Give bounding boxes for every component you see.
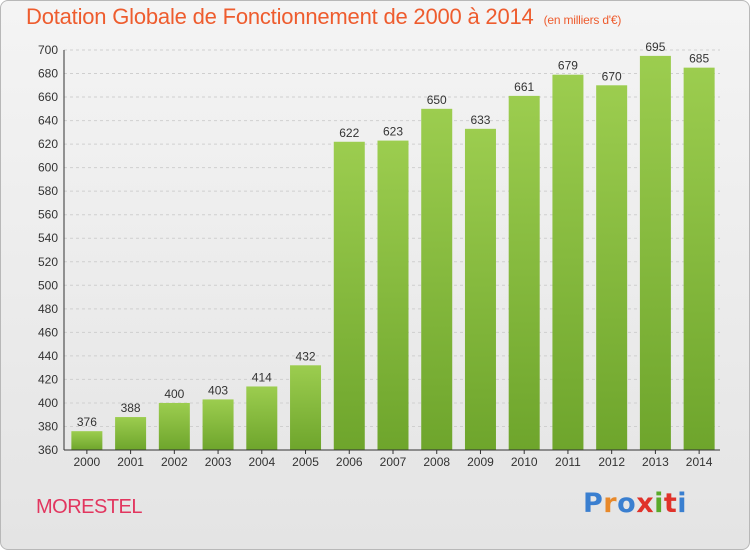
logo-letter: x — [636, 488, 655, 519]
x-tick-label: 2000 — [74, 455, 101, 469]
bar — [202, 399, 234, 450]
y-tick-label: 460 — [38, 325, 58, 339]
x-tick-label: 2011 — [555, 455, 581, 469]
y-tick-label: 360 — [38, 443, 58, 457]
bar-value-label: 679 — [558, 59, 578, 73]
x-tick-label: 2008 — [423, 455, 450, 469]
y-tick-label: 420 — [38, 372, 58, 386]
x-tick-label: 2014 — [686, 455, 713, 469]
x-tick-label: 2003 — [205, 455, 232, 469]
bar-value-label: 695 — [645, 40, 665, 54]
bar-value-label: 633 — [470, 113, 490, 127]
x-tick-label: 2004 — [248, 455, 275, 469]
bar — [377, 140, 409, 450]
bar — [596, 85, 628, 450]
bar — [115, 417, 147, 450]
y-tick-label: 640 — [38, 114, 58, 128]
bar-value-label: 414 — [252, 370, 272, 384]
y-tick-label: 440 — [38, 349, 58, 363]
logo-letter: P — [583, 488, 604, 519]
x-tick-label: 2001 — [117, 455, 144, 469]
y-tick-label: 520 — [38, 255, 58, 269]
bar — [158, 402, 190, 450]
bar-value-label: 376 — [77, 415, 97, 429]
x-tick-label: 2007 — [380, 455, 407, 469]
bar — [508, 95, 540, 450]
y-tick-label: 400 — [38, 396, 58, 410]
bar-value-label: 670 — [602, 69, 622, 83]
x-tick-label: 2012 — [598, 455, 625, 469]
bar-value-label: 388 — [121, 401, 141, 415]
bar — [71, 431, 103, 450]
x-tick-label: 2006 — [336, 455, 363, 469]
y-tick-label: 660 — [38, 90, 58, 104]
y-tick-label: 560 — [38, 208, 58, 222]
x-tick-label: 2010 — [511, 455, 538, 469]
y-tick-label: 680 — [38, 67, 58, 81]
logo-letter: i — [677, 488, 688, 519]
logo-letter: o — [617, 488, 637, 519]
x-tick-label: 2013 — [642, 455, 669, 469]
logo-letter: t — [663, 488, 678, 519]
bar — [290, 365, 322, 450]
bar — [421, 108, 453, 450]
logo-letter: i — [654, 488, 664, 519]
chart-title: Dotation Globale de Fonctionnement de 20… — [26, 4, 534, 29]
x-tick-label: 2009 — [467, 455, 494, 469]
bar — [683, 67, 715, 450]
logo-letter: r — [603, 488, 618, 519]
chart-subtitle: (en milliers d'€) — [543, 13, 622, 27]
y-tick-label: 700 — [38, 43, 58, 57]
bar-value-label: 403 — [208, 383, 228, 397]
y-tick-label: 620 — [38, 137, 58, 151]
y-tick-label: 600 — [38, 161, 58, 175]
chart-title-block: Dotation Globale de Fonctionnement de 20… — [26, 4, 621, 30]
bar — [246, 386, 278, 450]
bar-value-label: 685 — [689, 52, 709, 66]
bar — [333, 141, 365, 450]
y-tick-label: 380 — [38, 419, 58, 433]
bar-value-label: 623 — [383, 125, 403, 139]
y-tick-label: 480 — [38, 302, 58, 316]
bar-value-label: 622 — [339, 126, 359, 140]
y-tick-label: 500 — [38, 278, 58, 292]
y-tick-label: 540 — [38, 231, 58, 245]
bar-value-label: 400 — [164, 387, 184, 401]
bar-value-label: 650 — [427, 93, 447, 107]
bar-value-label: 661 — [514, 80, 534, 94]
proxiti-logo[interactable]: Proxiti — [583, 488, 687, 519]
bar — [464, 128, 496, 450]
bar — [552, 74, 584, 451]
y-tick-label: 580 — [38, 184, 58, 198]
commune-name: MORESTEL — [36, 496, 143, 518]
bar — [639, 55, 671, 450]
x-tick-label: 2005 — [292, 455, 319, 469]
bar-value-label: 432 — [296, 349, 316, 363]
x-tick-label: 2002 — [161, 455, 188, 469]
